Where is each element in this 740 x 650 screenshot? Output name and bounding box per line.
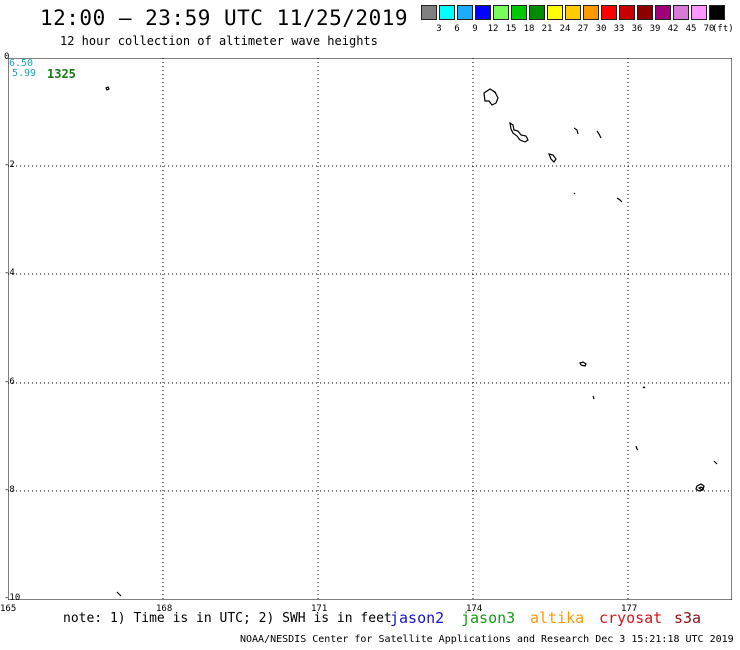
legend-label-6: 6 [454, 24, 460, 34]
legend-swatch-9 [583, 5, 599, 20]
island-vanua-levu [695, 483, 705, 492]
islet-d [635, 445, 639, 451]
island-wallis [579, 361, 587, 367]
legend-swatch-10 [601, 5, 617, 20]
legend-label-70: 70 [703, 24, 715, 34]
graticule [8, 58, 732, 600]
x-axis-label-168: 168 [156, 604, 173, 614]
island-taveuni [713, 460, 718, 465]
legend-label-27: 27 [577, 24, 589, 34]
note-text: note: 1) Time is in UTC; 2) SWH is in fe… [63, 611, 392, 626]
satellite-jason3: jason3 [461, 609, 516, 627]
islet-c [642, 386, 646, 389]
legend-swatch-16 [709, 5, 725, 20]
map-title: 12:00 – 23:59 UTC 11/25/2019 [40, 6, 409, 30]
y-axis-label-4s: -4 [4, 268, 15, 278]
legend-label-3: 3 [436, 24, 442, 34]
legend-label-15: 15 [505, 24, 517, 34]
island-funafuti [616, 197, 623, 203]
legend-swatch-0 [421, 5, 437, 20]
legend-label-33: 33 [613, 24, 625, 34]
satellite-jason2: jason2 [390, 609, 445, 627]
x-axis-label-165: 165 [0, 604, 17, 614]
legend-swatch-1 [439, 5, 455, 20]
satellite-s3a: s3a [674, 609, 702, 627]
legend-swatch-4 [493, 5, 509, 20]
y-axis-label-8s: -8 [4, 485, 15, 495]
island-niutao-nui [509, 121, 529, 143]
map-subtitle: 12 hour collection of altimeter wave hei… [60, 34, 378, 48]
legend-label-21: 21 [541, 24, 553, 34]
island-nanumea [483, 88, 499, 106]
legend-label-39: 39 [649, 24, 661, 34]
satellite-altika: altika [530, 609, 585, 627]
y-axis-label-10s: -10 [4, 593, 21, 603]
legend-label-36: 36 [631, 24, 643, 34]
y-axis-label-2s: -2 [4, 160, 15, 170]
legend-swatch-5 [511, 5, 527, 20]
wave-height-map [8, 58, 732, 600]
x-axis-label-177: 177 [621, 604, 638, 614]
legend-swatch-6 [529, 5, 545, 20]
islet-b [592, 395, 595, 400]
stat-value-1: 6.50 [9, 58, 34, 69]
footer-credit: NOAA/NESDIS Center for Satellite Applica… [240, 634, 734, 645]
legend-swatch-7 [547, 5, 563, 20]
legend-swatch-14 [673, 5, 689, 20]
legend-swatch-13 [655, 5, 671, 20]
island-nauru [105, 86, 110, 91]
stat-value-2: 5.99 [12, 68, 37, 79]
legend-swatch-11 [619, 5, 635, 20]
legend-swatch-15 [691, 5, 707, 20]
x-axis-label-171: 171 [311, 604, 328, 614]
coastlines [105, 86, 718, 597]
legend-swatch-3 [475, 5, 491, 20]
island-nukufetau-b [596, 130, 602, 139]
island-nukufetau-a [573, 127, 579, 135]
legend-label-30: 30 [595, 24, 607, 34]
y-axis-label-6s: -6 [4, 377, 15, 387]
satellite-cryosat: cryosat [599, 609, 663, 627]
legend-label-12: 12 [487, 24, 499, 34]
legend-label-9: 9 [472, 24, 478, 34]
island-vaitupu [548, 153, 557, 163]
legend-label-24: 24 [559, 24, 571, 34]
legend-label-18: 18 [523, 24, 535, 34]
y-axis-label-0: 0 [4, 52, 10, 62]
legend-unit: (ft) [712, 24, 734, 34]
x-axis-label-174: 174 [466, 604, 483, 614]
observation-count: 1325 [47, 67, 76, 81]
map-frame [8, 58, 732, 600]
islet-nanumea [492, 90, 497, 94]
legend-swatch-8 [565, 5, 581, 20]
legend-label-42: 42 [667, 24, 679, 34]
legend-label-45: 45 [685, 24, 697, 34]
islet-a [573, 192, 576, 195]
legend-swatch-12 [637, 5, 653, 20]
legend-swatch-2 [457, 5, 473, 20]
island-vanuatu-north [116, 591, 122, 597]
